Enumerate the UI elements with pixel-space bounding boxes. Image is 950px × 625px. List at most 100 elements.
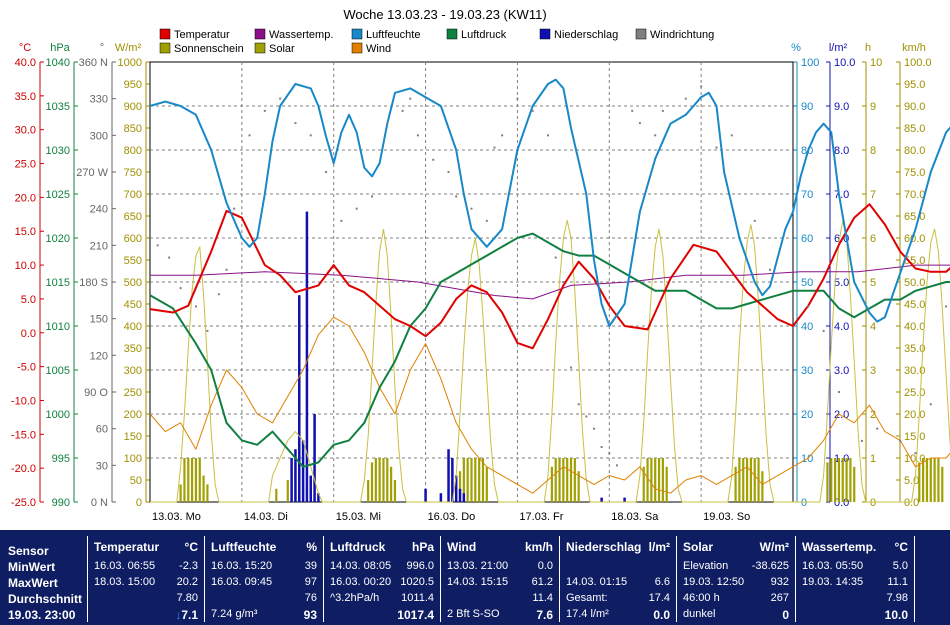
plot-grid bbox=[150, 62, 793, 502]
sun-tick-label: 7 bbox=[870, 189, 876, 201]
luftdruck-head: Luftdruck bbox=[330, 540, 386, 554]
pressure-tick-label: 1010 bbox=[46, 321, 70, 333]
legend-swatch bbox=[539, 28, 551, 40]
sonnenschein-bar bbox=[661, 458, 664, 502]
pressure-tick-label: 1020 bbox=[46, 233, 70, 245]
rain-now-total: 17.4 l/m² bbox=[566, 608, 609, 620]
wind-tick-label: 30.0 bbox=[904, 365, 925, 377]
direction-tick-label: 270 W bbox=[76, 167, 108, 179]
niederschlag-bar bbox=[424, 488, 427, 502]
sonnenschein-bar bbox=[761, 471, 764, 502]
day-label: 14.03. Di bbox=[244, 511, 288, 523]
windrichtung-point bbox=[554, 256, 557, 259]
direction-tick-label: 180 S bbox=[79, 277, 108, 289]
sonnenschein-bar bbox=[941, 466, 944, 502]
direction-tick-label: 210 bbox=[90, 240, 108, 252]
temp-tick-label: 0.0 bbox=[21, 328, 36, 340]
sonnenschein-bar bbox=[485, 466, 488, 502]
windrichtung-point bbox=[493, 146, 496, 149]
pressure-tick-label: 990 bbox=[52, 497, 70, 509]
temperatur-column: Temperatur °C 16.03. 06:55 -2.3 18.03. 15… bbox=[87, 536, 204, 622]
niederschlag-bar bbox=[294, 449, 297, 502]
wind-tick-label: 20.0 bbox=[904, 409, 925, 421]
windrichtung-point bbox=[501, 134, 504, 137]
niederschlag-bar bbox=[447, 449, 450, 502]
legend-swatch bbox=[446, 28, 458, 40]
windrichtung-point bbox=[807, 305, 810, 308]
sun-tick-label: 2 bbox=[870, 409, 876, 421]
sonnenschein-bar bbox=[183, 458, 186, 502]
temp-avg-value: 7.80 bbox=[176, 592, 198, 604]
temp-tick-label: -20.0 bbox=[11, 463, 36, 475]
wind-tick-label: 45.0 bbox=[904, 299, 925, 311]
solar-status: dunkel bbox=[683, 608, 716, 620]
direction-tick-label: 240 bbox=[90, 204, 108, 216]
solar-tick-label: 350 bbox=[124, 343, 142, 355]
niederschlag-bar bbox=[309, 475, 312, 502]
wind-bft: 2 Bft S-SO bbox=[447, 608, 500, 620]
rain-tick-label: 1.0 bbox=[834, 453, 849, 465]
sonnenschein-bar bbox=[841, 458, 844, 502]
niederschlag-bar bbox=[313, 414, 316, 502]
windrichtung-point bbox=[470, 207, 473, 210]
luftdruck-column: Luftdruck hPa 14.03. 08:05 996.0 16.03. 0… bbox=[323, 536, 440, 622]
water-max-time: 19.03. 14:35 bbox=[802, 576, 864, 588]
hum-max-time: 16.03. 09:45 bbox=[211, 576, 273, 588]
sun-tick-label: 4 bbox=[870, 321, 876, 333]
sonnenschein-bar bbox=[566, 458, 569, 502]
windrichtung-point bbox=[661, 109, 664, 112]
solar-tick-label: 100 bbox=[124, 453, 142, 465]
wind-tick-label: 0.0 bbox=[904, 497, 919, 509]
wind-now-value: 7.6 bbox=[536, 608, 553, 622]
temp-tick-label: -25.0 bbox=[11, 497, 36, 509]
temp-unit-label: °C bbox=[19, 42, 31, 54]
solar-head: Solar bbox=[683, 540, 714, 554]
wind-tick-label: 15.0 bbox=[904, 431, 925, 443]
windrichtung-point bbox=[168, 256, 171, 259]
solar-tick-label: 800 bbox=[124, 145, 142, 157]
wind-min-time: 13.03. 21:00 bbox=[447, 560, 509, 572]
niederschlag-bar bbox=[462, 493, 466, 502]
direction-tick-label: 60 bbox=[96, 424, 108, 436]
sonnenschein-bar bbox=[830, 458, 833, 502]
sonnenschein-bar bbox=[481, 458, 485, 502]
sonnenschein-bar bbox=[845, 458, 848, 502]
wind-tick-label: 90.0 bbox=[904, 101, 925, 113]
windrichtung-point bbox=[876, 427, 879, 430]
sonnenschein-bar bbox=[573, 458, 576, 502]
sonnenschein-bar bbox=[929, 458, 932, 502]
sonnenschein-bar bbox=[462, 458, 465, 502]
press-min-time: 14.03. 08:05 bbox=[330, 560, 392, 572]
press-now-value: 1017.4 bbox=[397, 608, 434, 622]
solar-unit: W/m² bbox=[759, 540, 789, 554]
chart-legend: Temperatur Wassertemp. Luftfeuchte Luftdruc… bbox=[159, 28, 714, 55]
sun-tick-label: 5 bbox=[870, 277, 876, 289]
windrichtung-point bbox=[531, 109, 534, 112]
direction-tick-label: 30 bbox=[96, 460, 108, 472]
legend-label: Solar bbox=[269, 43, 295, 55]
wind-head: Wind bbox=[447, 540, 477, 554]
pressure-tick-label: 995 bbox=[52, 453, 70, 465]
temp-tick-label: 25.0 bbox=[15, 159, 36, 171]
pressure-tick-label: 1005 bbox=[46, 365, 70, 377]
windrichtung-point bbox=[432, 158, 435, 161]
windrichtung-point bbox=[600, 446, 603, 448]
legend-label: Luftdruck bbox=[461, 29, 507, 41]
sun-tick-label: 9 bbox=[870, 101, 876, 113]
legend-label: Temperatur bbox=[174, 29, 230, 41]
wind-tick-label: 95.0 bbox=[904, 79, 925, 91]
hum-min-value: 39 bbox=[304, 560, 317, 572]
windrichtung-point bbox=[263, 109, 266, 112]
sonnenschein-bar bbox=[378, 458, 381, 502]
sun-tick-label: 6 bbox=[870, 233, 876, 245]
sonnenschein-bar bbox=[562, 458, 565, 502]
niederschlag-bar bbox=[290, 458, 293, 502]
sun-tick-label: 10 bbox=[870, 57, 882, 69]
windrichtung-point bbox=[684, 97, 687, 100]
temp-tick-label: 40.0 bbox=[15, 57, 36, 69]
windrichtung-point bbox=[860, 439, 863, 442]
windrichtung-point bbox=[608, 452, 611, 455]
water-now-value: 10.0 bbox=[884, 608, 908, 622]
windrichtung-point bbox=[179, 287, 182, 290]
sonnenschein-bar bbox=[650, 458, 653, 502]
